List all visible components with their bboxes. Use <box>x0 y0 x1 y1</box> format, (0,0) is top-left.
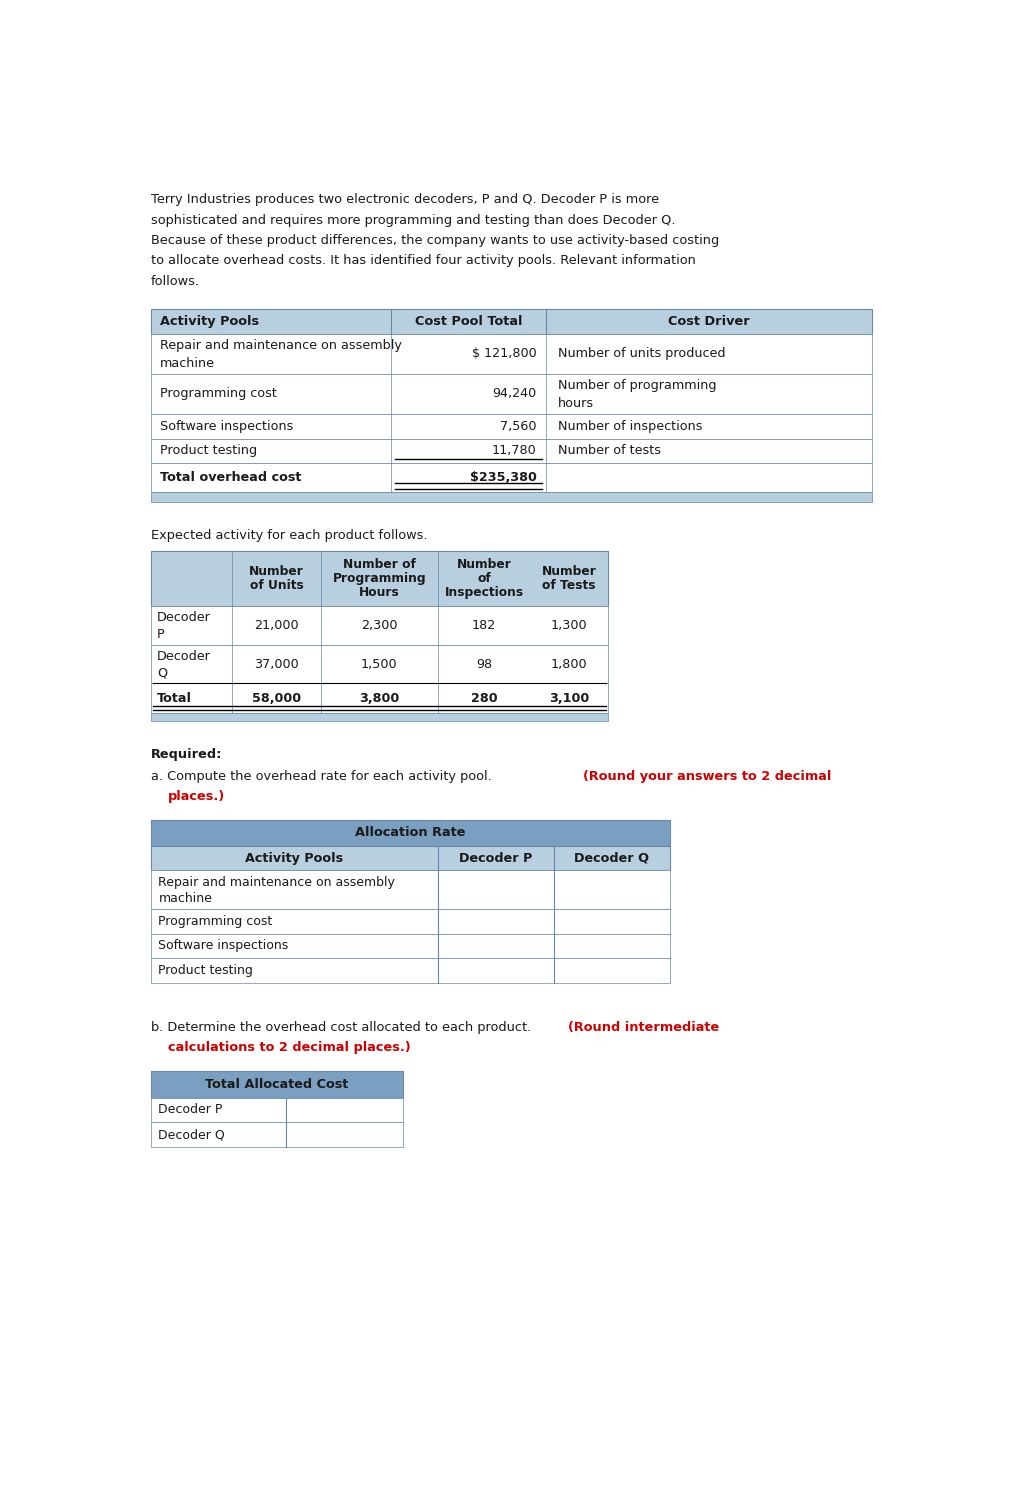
Text: 21,000: 21,000 <box>254 620 299 632</box>
Text: Cost Driver: Cost Driver <box>667 315 749 327</box>
Text: 58,000: 58,000 <box>252 692 301 704</box>
Text: Software inspections: Software inspections <box>160 419 293 433</box>
Text: 1,300: 1,300 <box>550 620 587 632</box>
Text: Number: Number <box>249 566 304 578</box>
Bar <box>151 820 669 846</box>
Text: Cost Pool Total: Cost Pool Total <box>415 315 522 327</box>
Text: 94,240: 94,240 <box>492 388 536 400</box>
Text: 37,000: 37,000 <box>254 657 299 671</box>
Text: 2,300: 2,300 <box>361 620 397 632</box>
Text: 7,560: 7,560 <box>499 419 536 433</box>
Bar <box>151 1098 403 1122</box>
Text: Product testing: Product testing <box>160 445 257 457</box>
Bar <box>151 550 607 606</box>
Bar <box>151 493 870 502</box>
Text: 11,780: 11,780 <box>491 445 536 457</box>
Text: Decoder Q: Decoder Q <box>158 1128 225 1142</box>
Text: Repair and maintenance on assembly: Repair and maintenance on assembly <box>158 876 395 888</box>
Text: calculations to 2 decimal places.): calculations to 2 decimal places.) <box>168 1042 410 1054</box>
Text: Software inspections: Software inspections <box>158 939 288 953</box>
Text: (Round intermediate: (Round intermediate <box>568 1021 718 1034</box>
Text: Number of programming: Number of programming <box>557 379 715 392</box>
Text: Activity Pools: Activity Pools <box>245 852 342 864</box>
Bar <box>151 333 870 374</box>
Text: 280: 280 <box>470 692 497 704</box>
Text: Because of these product differences, the company wants to use activity-based co: Because of these product differences, th… <box>151 234 718 247</box>
Bar <box>151 309 870 333</box>
Text: Number of tests: Number of tests <box>557 445 660 457</box>
Text: follows.: follows. <box>151 274 200 288</box>
Text: a. Compute the overhead rate for each activity pool.: a. Compute the overhead rate for each ac… <box>151 769 495 783</box>
Text: machine: machine <box>160 357 215 371</box>
Text: P: P <box>157 629 164 641</box>
Text: 3,100: 3,100 <box>548 692 589 704</box>
Text: 1,500: 1,500 <box>361 657 397 671</box>
Text: Decoder Q: Decoder Q <box>574 852 649 864</box>
Text: Hours: Hours <box>359 587 399 599</box>
Bar <box>151 846 669 870</box>
Text: of: of <box>477 572 490 585</box>
Text: Repair and maintenance on assembly: Repair and maintenance on assembly <box>160 339 401 351</box>
Text: $ 121,800: $ 121,800 <box>472 347 536 360</box>
Text: Allocation Rate: Allocation Rate <box>355 826 465 840</box>
Text: Q: Q <box>157 667 167 680</box>
Bar <box>151 933 669 958</box>
Text: Number of: Number of <box>342 558 416 572</box>
Text: (Round your answers to 2 decimal: (Round your answers to 2 decimal <box>583 769 830 783</box>
Bar <box>151 713 607 721</box>
Text: Decoder P: Decoder P <box>459 852 532 864</box>
Text: Decoder P: Decoder P <box>158 1104 223 1116</box>
Text: Total: Total <box>157 692 192 704</box>
Text: $235,380: $235,380 <box>470 472 536 484</box>
Bar <box>151 413 870 439</box>
Text: Product testing: Product testing <box>158 964 253 977</box>
Bar <box>151 645 607 683</box>
Text: Programming cost: Programming cost <box>160 388 276 400</box>
Text: Required:: Required: <box>151 748 222 762</box>
Text: Decoder: Decoder <box>157 650 211 664</box>
Text: Programming: Programming <box>332 572 426 585</box>
Text: to allocate overhead costs. It has identified four activity pools. Relevant info: to allocate overhead costs. It has ident… <box>151 255 695 267</box>
Bar <box>151 1122 403 1148</box>
Text: 1,800: 1,800 <box>550 657 587 671</box>
Text: Number of units produced: Number of units produced <box>557 347 725 360</box>
Text: Programming cost: Programming cost <box>158 915 272 927</box>
Bar <box>151 606 607 645</box>
Bar <box>151 958 669 983</box>
Text: Total Allocated Cost: Total Allocated Cost <box>205 1078 347 1092</box>
Text: sophisticated and requires more programming and testing than does Decoder Q.: sophisticated and requires more programm… <box>151 214 675 226</box>
Text: Inspections: Inspections <box>444 587 523 599</box>
Text: 98: 98 <box>476 657 491 671</box>
Bar <box>151 463 870 493</box>
Bar <box>151 909 669 933</box>
Bar <box>151 374 870 413</box>
Text: Terry Industries produces two electronic decoders, P and Q. Decoder P is more: Terry Industries produces two electronic… <box>151 193 658 207</box>
Bar <box>151 1072 403 1098</box>
Text: Number: Number <box>541 566 596 578</box>
Text: machine: machine <box>158 893 212 905</box>
Text: Number of inspections: Number of inspections <box>557 419 701 433</box>
Text: b. Determine the overhead cost allocated to each product.: b. Determine the overhead cost allocated… <box>151 1021 535 1034</box>
Text: 182: 182 <box>472 620 495 632</box>
Bar <box>151 439 870 463</box>
Text: Total overhead cost: Total overhead cost <box>160 472 302 484</box>
Text: Activity Pools: Activity Pools <box>160 315 259 327</box>
Text: Expected activity for each product follows.: Expected activity for each product follo… <box>151 529 427 543</box>
Text: of Tests: of Tests <box>542 579 595 593</box>
Text: hours: hours <box>557 398 593 410</box>
Text: Number: Number <box>457 558 511 572</box>
Text: of Units: of Units <box>250 579 304 593</box>
Bar <box>151 683 607 713</box>
Text: 3,800: 3,800 <box>359 692 399 704</box>
Bar <box>151 870 669 909</box>
Text: places.): places.) <box>168 790 225 802</box>
Text: Decoder: Decoder <box>157 611 211 624</box>
